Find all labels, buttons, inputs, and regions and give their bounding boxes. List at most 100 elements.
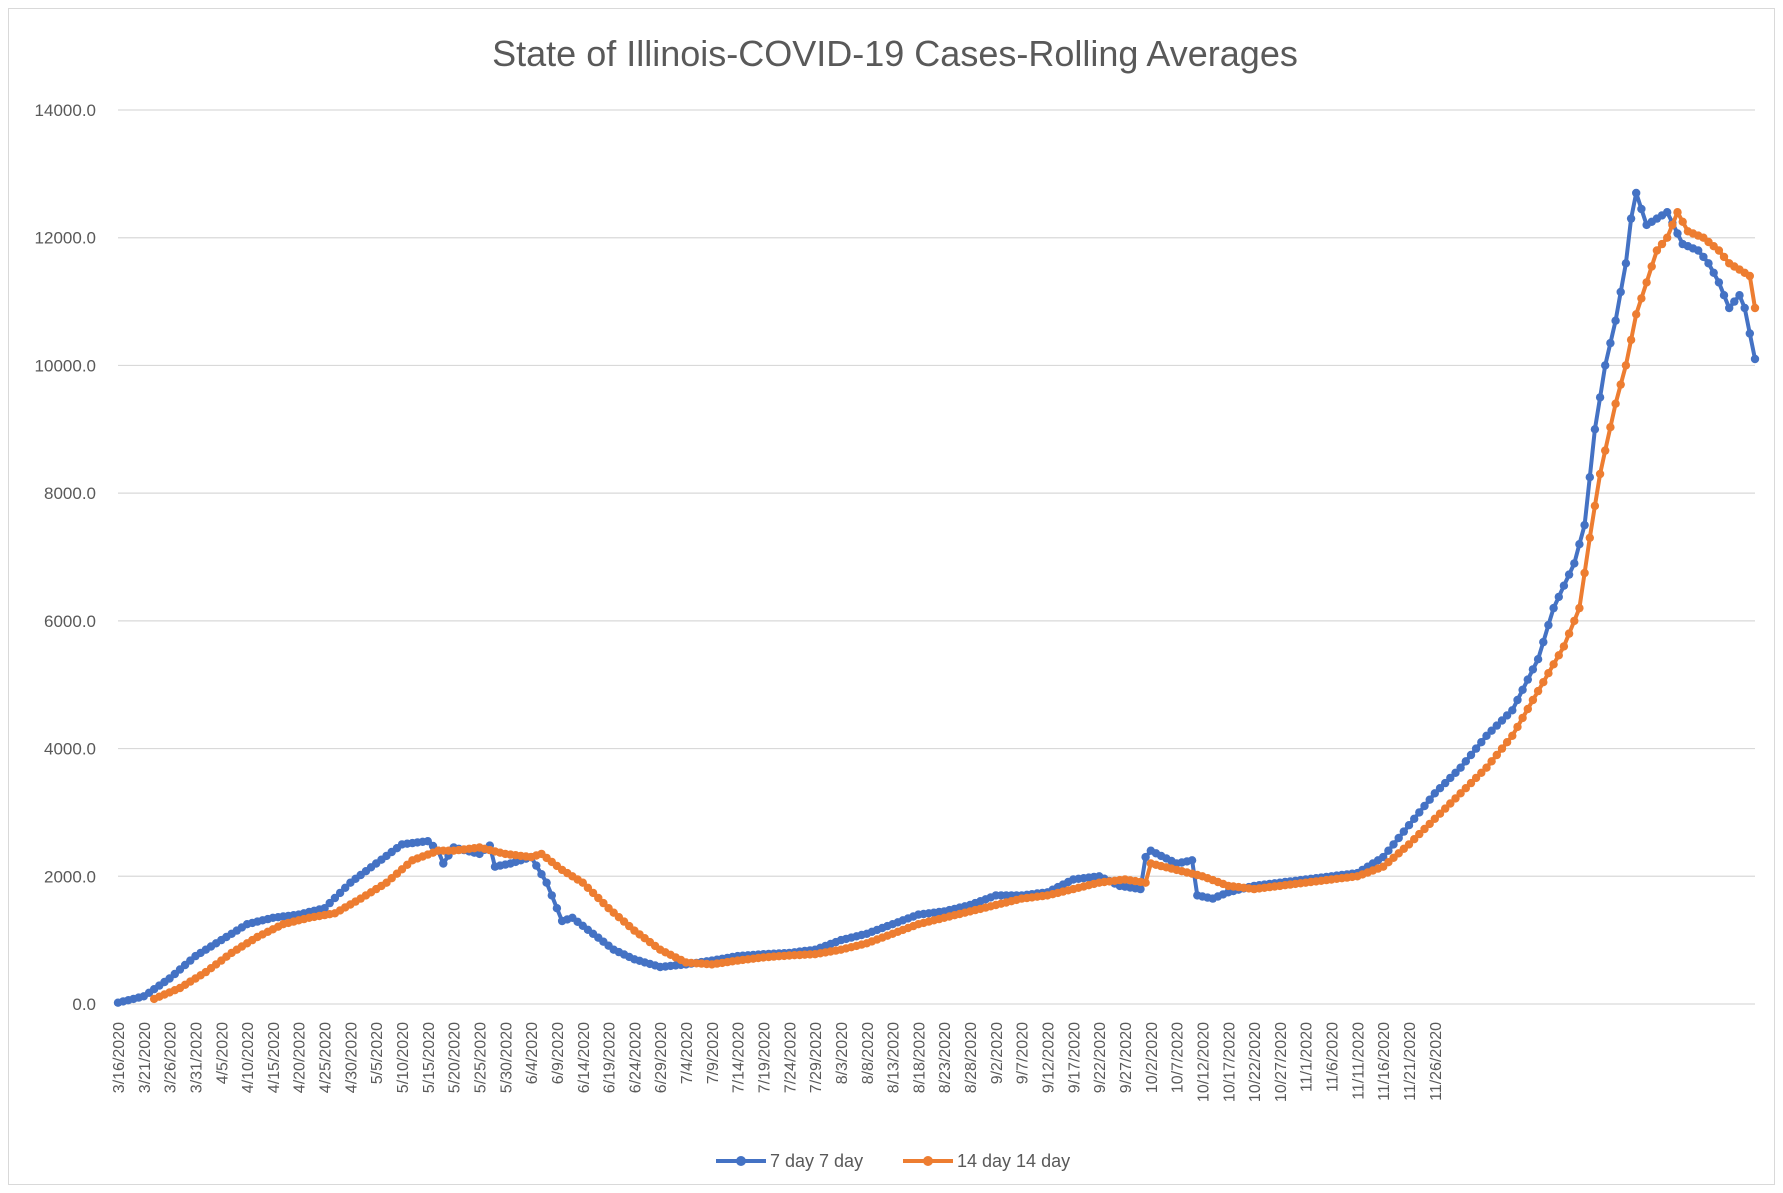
x-tick-label: 11/26/2020 <box>1428 1022 1445 1101</box>
data-point <box>1719 252 1729 262</box>
data-point <box>1477 738 1486 747</box>
x-tick-label: 3/16/2020 <box>111 1022 128 1093</box>
series-14-day <box>149 208 1760 1004</box>
data-point <box>1466 750 1476 760</box>
data-point <box>1533 655 1543 664</box>
y-tick-label: 0.0 <box>72 995 96 1014</box>
data-point <box>1497 716 1507 725</box>
x-tick-label: 8/28/2020 <box>963 1022 980 1093</box>
data-point <box>1590 501 1600 511</box>
y-tick-label: 14000.0 <box>35 101 96 120</box>
data-point <box>1513 695 1522 705</box>
data-point <box>1621 361 1631 370</box>
x-tick-label: 6/4/2020 <box>524 1022 541 1084</box>
data-point <box>1508 731 1517 740</box>
data-point <box>1420 824 1429 834</box>
x-tick-label: 9/7/2020 <box>1015 1022 1032 1084</box>
x-tick-label: 10/12/2020 <box>1195 1022 1212 1102</box>
data-point <box>1745 271 1755 281</box>
data-point <box>1714 278 1724 287</box>
x-tick-label: 7/24/2020 <box>782 1022 799 1093</box>
data-point <box>1570 616 1579 626</box>
data-point <box>1575 540 1584 549</box>
data-point <box>1663 208 1672 217</box>
data-point <box>1425 819 1434 829</box>
x-tick-label: 8/8/2020 <box>860 1022 877 1084</box>
y-axis-ticks: 0.0 2000.0 4000.0 6000.0 8000.0 10000.0 12000.… <box>35 101 96 1014</box>
x-tick-label: 5/20/2020 <box>447 1022 464 1093</box>
x-tick-label: 6/9/2020 <box>550 1022 567 1084</box>
data-point <box>583 883 593 892</box>
data-point <box>1632 310 1641 319</box>
x-tick-label: 8/3/2020 <box>834 1022 851 1084</box>
data-point <box>532 861 541 870</box>
data-point <box>1611 316 1620 325</box>
data-point <box>1559 581 1569 590</box>
data-point <box>1410 835 1419 844</box>
data-point <box>1456 789 1465 798</box>
data-point <box>325 898 334 908</box>
data-point <box>1657 239 1667 249</box>
data-point <box>335 888 345 898</box>
data-point <box>1141 852 1150 862</box>
data-point <box>1394 833 1403 843</box>
data-point <box>1533 686 1543 696</box>
data-point <box>1714 246 1724 255</box>
data-point <box>1461 757 1471 766</box>
data-point <box>1559 642 1569 651</box>
data-point <box>1554 651 1564 660</box>
x-tick-label: 5/10/2020 <box>395 1022 412 1093</box>
y-tick-label: 2000.0 <box>44 867 96 886</box>
x-tick-label: 5/5/2020 <box>369 1022 386 1084</box>
data-point <box>542 878 551 887</box>
data-point <box>1456 763 1465 772</box>
y-tick-label: 12000.0 <box>35 229 96 248</box>
data-point <box>1621 259 1631 268</box>
series-layer <box>113 188 1760 1007</box>
data-point <box>1399 827 1409 836</box>
x-tick-label: 5/25/2020 <box>472 1022 489 1093</box>
x-tick-label: 6/29/2020 <box>653 1022 670 1093</box>
data-point <box>1136 884 1145 894</box>
x-tick-label: 6/14/2020 <box>576 1022 593 1093</box>
data-point <box>1435 784 1445 793</box>
data-point <box>1740 303 1749 313</box>
data-point <box>1606 423 1615 432</box>
data-point <box>1704 259 1713 268</box>
data-point <box>1549 660 1558 669</box>
data-point <box>1492 721 1502 730</box>
x-tick-label: 6/19/2020 <box>602 1022 619 1093</box>
data-point <box>599 898 608 908</box>
data-point <box>1420 801 1429 811</box>
data-point <box>1451 768 1460 777</box>
data-point <box>439 859 448 868</box>
data-point <box>1544 620 1553 630</box>
x-tick-label: 9/12/2020 <box>1041 1022 1058 1093</box>
y-tick-label: 10000.0 <box>35 356 96 375</box>
data-point <box>1580 568 1589 578</box>
data-point <box>330 893 340 903</box>
data-point <box>341 883 350 892</box>
data-point <box>1554 592 1564 602</box>
data-point <box>1430 789 1440 798</box>
data-point <box>1528 695 1538 705</box>
data-point <box>1735 291 1744 300</box>
x-tick-label: 5/15/2020 <box>421 1022 438 1093</box>
data-point <box>1611 399 1620 408</box>
data-point <box>1595 469 1605 479</box>
data-point <box>1673 208 1682 217</box>
data-point <box>1404 840 1414 849</box>
x-tick-label: 7/4/2020 <box>679 1022 696 1084</box>
x-tick-label: 9/17/2020 <box>1066 1022 1083 1093</box>
data-point <box>1410 814 1419 823</box>
data-point <box>1606 338 1615 348</box>
legend: 7 day 7 day 14 day 14 day <box>716 1151 1070 1171</box>
data-point <box>1750 354 1760 364</box>
data-point <box>1430 814 1440 823</box>
x-tick-label: 10/2/2020 <box>1144 1022 1161 1093</box>
data-point <box>1539 678 1548 687</box>
data-point <box>1642 278 1651 287</box>
data-point <box>552 904 562 913</box>
data-point <box>1637 294 1646 303</box>
